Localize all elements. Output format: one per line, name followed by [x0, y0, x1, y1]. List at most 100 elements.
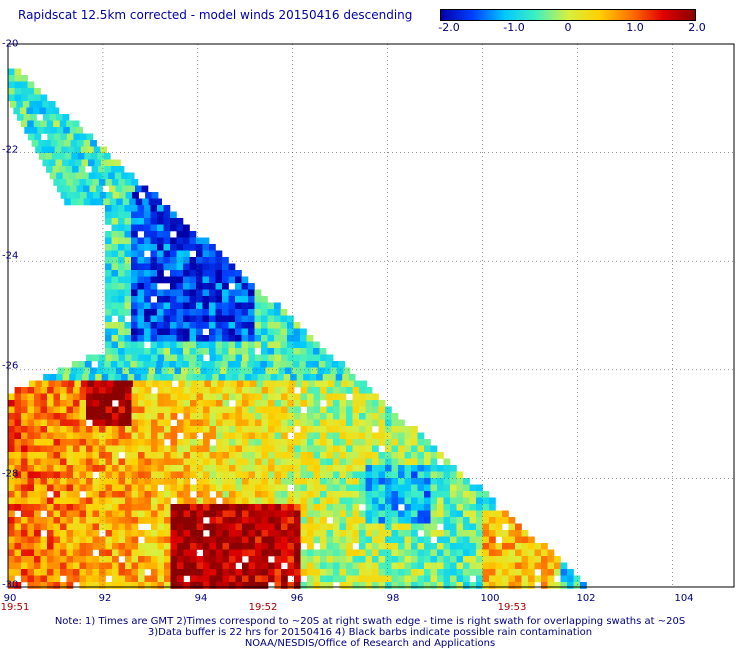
wind-difference-cell — [144, 211, 151, 219]
wind-difference-cell — [411, 426, 418, 433]
wind-difference-cell — [176, 335, 184, 342]
wind-difference-cell — [534, 562, 542, 570]
wind-difference-cell — [8, 426, 15, 433]
wind-difference-cell — [183, 237, 190, 245]
wind-difference-cell — [164, 387, 171, 394]
wind-difference-cell — [111, 224, 119, 232]
wind-difference-cell — [92, 413, 100, 420]
wind-difference-cell — [235, 445, 243, 453]
wind-difference-cell — [313, 419, 321, 427]
wind-difference-cell — [294, 543, 301, 550]
wind-difference-cell — [144, 328, 151, 336]
wind-difference-cell — [157, 224, 164, 232]
wind-difference-cell — [118, 335, 125, 342]
lon-label: 94 — [194, 593, 208, 604]
wind-difference-cell — [404, 510, 412, 518]
wind-difference-cell — [86, 133, 94, 141]
wind-difference-cell — [53, 445, 61, 453]
wind-difference-cell — [77, 367, 84, 375]
wind-difference-cell — [118, 211, 125, 219]
wind-difference-cell — [209, 419, 217, 427]
wind-difference-cell — [196, 452, 204, 459]
wind-difference-cell — [178, 380, 186, 388]
wind-difference-cell — [287, 582, 295, 589]
wind-difference-cell — [8, 75, 15, 82]
wind-difference-cell — [391, 413, 399, 420]
wind-difference-cell — [161, 367, 169, 375]
wind-difference-cell — [294, 523, 301, 531]
wind-difference-cell — [125, 452, 132, 459]
wind-difference-cell — [222, 406, 230, 414]
wind-difference-cell — [157, 549, 165, 557]
wind-difference-cell — [359, 484, 366, 492]
wind-difference-cell — [170, 549, 178, 557]
wind-difference-cell — [222, 543, 230, 550]
wind-difference-cell — [111, 283, 119, 290]
wind-difference-cell — [495, 530, 503, 537]
wind-difference-cell — [274, 497, 282, 505]
wind-difference-cell — [114, 159, 121, 167]
wind-difference-cell — [248, 445, 256, 453]
wind-difference-cell — [73, 575, 80, 583]
wind-difference-cell — [163, 218, 171, 225]
wind-difference-cell — [318, 361, 326, 368]
wind-difference-cell — [111, 302, 119, 310]
wind-difference-cell — [287, 530, 295, 537]
wind-difference-cell — [137, 335, 145, 342]
wind-difference-cell — [144, 426, 152, 433]
wind-difference-cell — [153, 374, 161, 381]
wind-difference-cell — [294, 458, 301, 466]
wind-difference-cell — [105, 335, 112, 342]
wind-difference-cell — [60, 497, 67, 505]
wind-difference-cell — [73, 543, 80, 550]
wind-difference-cell — [228, 309, 236, 316]
wind-difference-cell — [463, 556, 470, 563]
wind-difference-cell — [149, 361, 157, 368]
wind-difference-cell — [203, 523, 210, 531]
wind-difference-cell — [170, 335, 177, 342]
wind-difference-cell — [261, 296, 268, 303]
wind-difference-cell — [79, 133, 87, 141]
wind-difference-cell — [111, 211, 119, 219]
wind-difference-cell — [99, 419, 106, 427]
wind-difference-cell — [326, 556, 334, 563]
wind-difference-cell — [385, 458, 392, 466]
wind-difference-cell — [105, 471, 113, 479]
wind-difference-cell — [313, 341, 320, 349]
wind-difference-cell — [235, 387, 243, 394]
wind-difference-cell — [229, 393, 236, 401]
wind-difference-cell — [157, 471, 165, 479]
wind-difference-cell — [150, 302, 158, 310]
wind-difference-cell — [144, 393, 152, 401]
wind-difference-cell — [222, 283, 229, 290]
wind-difference-cell — [170, 458, 178, 466]
wind-difference-cell — [214, 361, 222, 368]
wind-difference-cell — [170, 582, 178, 589]
wind-difference-cell — [164, 419, 171, 427]
wind-difference-cell — [282, 380, 290, 388]
wind-difference-cell — [60, 504, 67, 511]
wind-difference-cell — [137, 309, 145, 316]
wind-difference-cell — [216, 465, 223, 472]
wind-difference-cell — [424, 536, 431, 544]
wind-difference-cell — [131, 510, 139, 518]
wind-difference-cell — [203, 491, 210, 498]
wind-difference-cell — [60, 471, 67, 479]
wind-difference-cell — [398, 432, 405, 440]
wind-difference-cell — [242, 575, 249, 583]
wind-difference-cell — [190, 452, 197, 459]
wind-difference-cell — [450, 582, 457, 589]
wind-difference-cell — [372, 530, 379, 537]
wind-difference-cell — [241, 309, 249, 316]
wind-difference-cell — [352, 582, 360, 589]
wind-difference-cell — [241, 296, 249, 303]
wind-difference-cell — [76, 127, 84, 134]
wind-difference-cell — [47, 497, 54, 505]
wind-difference-cell — [515, 530, 522, 537]
wind-difference-cell — [202, 315, 210, 323]
wind-difference-cell — [456, 575, 464, 583]
wind-difference-cell — [339, 400, 347, 407]
wind-difference-cell — [79, 400, 87, 407]
wind-difference-cell — [8, 549, 15, 557]
wind-difference-cell — [95, 172, 102, 180]
